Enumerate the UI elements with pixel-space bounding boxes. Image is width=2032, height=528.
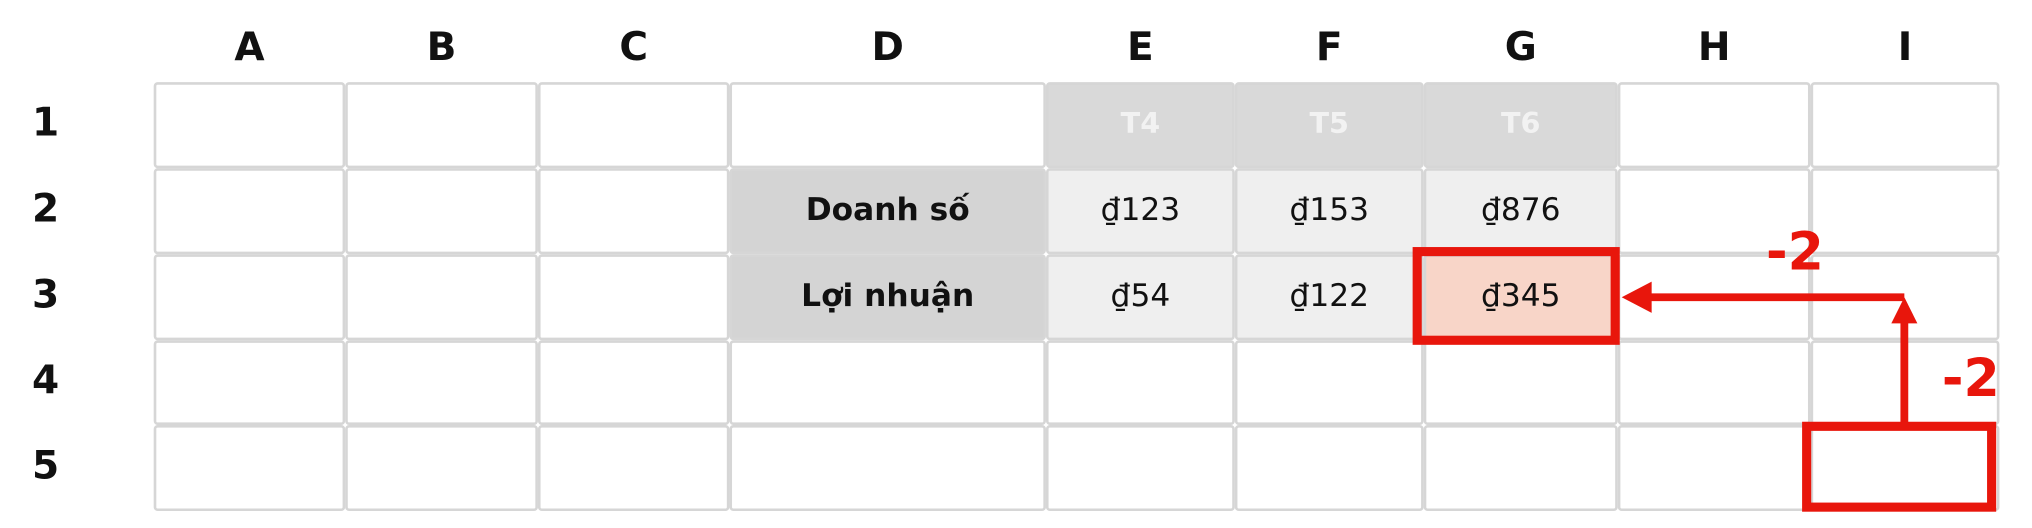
cell <box>1045 340 1235 426</box>
month-header: T4 <box>1121 106 1160 140</box>
annotations: -2 -2 <box>1412 223 2000 512</box>
offset-label: -2 <box>1942 349 2000 409</box>
labels: A B C D E F G H I 1 2 3 4 5 T4 T5 T6 Doanh số ₫123 ₫153 ₫876… <box>32 25 1912 489</box>
cell <box>1810 168 2000 255</box>
cell <box>729 168 1046 255</box>
cell <box>1617 340 1811 426</box>
row-header: 3 <box>32 273 59 318</box>
metric-value: ₫122 <box>1289 278 1369 314</box>
cell <box>1045 254 1235 341</box>
cell <box>1045 168 1235 255</box>
highlight-box <box>1412 247 1620 345</box>
cell <box>153 82 346 169</box>
cell <box>537 340 730 426</box>
cell <box>1045 82 1235 169</box>
arrow-head <box>1621 281 1652 313</box>
column-header: B <box>427 25 457 70</box>
cell <box>1234 254 1424 341</box>
cell <box>537 168 730 255</box>
month-header: T6 <box>1501 106 1540 140</box>
cell <box>1423 425 1618 512</box>
month-header: T5 <box>1310 106 1349 140</box>
column-header: I <box>1898 25 1913 70</box>
column-header: E <box>1127 25 1154 70</box>
row-header: 5 <box>32 444 59 489</box>
cell <box>1234 340 1424 426</box>
row-header: 4 <box>32 358 59 403</box>
metric-value: ₫153 <box>1289 192 1369 228</box>
metric-value: ₫876 <box>1481 192 1561 228</box>
cell <box>1617 82 1811 169</box>
cell <box>345 340 538 426</box>
cell <box>1045 425 1235 512</box>
cell <box>537 82 730 169</box>
metric-label: Doanh số <box>806 191 970 228</box>
metric-value: ₫54 <box>1111 278 1171 314</box>
cell <box>153 340 346 426</box>
cell <box>1617 168 1811 255</box>
metric-value: ₫123 <box>1101 192 1181 228</box>
cell <box>1234 168 1424 255</box>
cell <box>153 425 346 512</box>
cell <box>1810 82 2000 169</box>
cell <box>345 254 538 341</box>
cell <box>345 168 538 255</box>
column-header: C <box>619 25 648 70</box>
cell <box>1234 425 1424 512</box>
offset-label: -2 <box>1766 223 1824 283</box>
arrow-head <box>1891 297 1918 324</box>
cell <box>153 168 346 255</box>
cell <box>729 82 1046 169</box>
cell <box>1423 82 1618 169</box>
cell <box>537 254 730 341</box>
cell <box>153 254 346 341</box>
row-header: 2 <box>32 187 59 232</box>
column-header: D <box>871 25 903 70</box>
cell <box>1423 340 1618 426</box>
cell <box>729 425 1046 512</box>
row-header: 1 <box>32 101 59 146</box>
cell <box>537 425 730 512</box>
column-header: G <box>1505 25 1537 70</box>
column-header: F <box>1316 25 1343 70</box>
cell <box>1810 425 2000 512</box>
source-box <box>1802 421 1997 512</box>
column-header: H <box>1698 25 1731 70</box>
cell <box>345 82 538 169</box>
cell <box>1234 82 1424 169</box>
cell <box>729 340 1046 426</box>
cell <box>1617 425 1811 512</box>
cell <box>729 254 1046 341</box>
metric-value: ₫345 <box>1481 278 1561 314</box>
cell <box>345 425 538 512</box>
metric-label: Lợi nhuận <box>801 278 974 314</box>
column-header: A <box>234 25 265 70</box>
